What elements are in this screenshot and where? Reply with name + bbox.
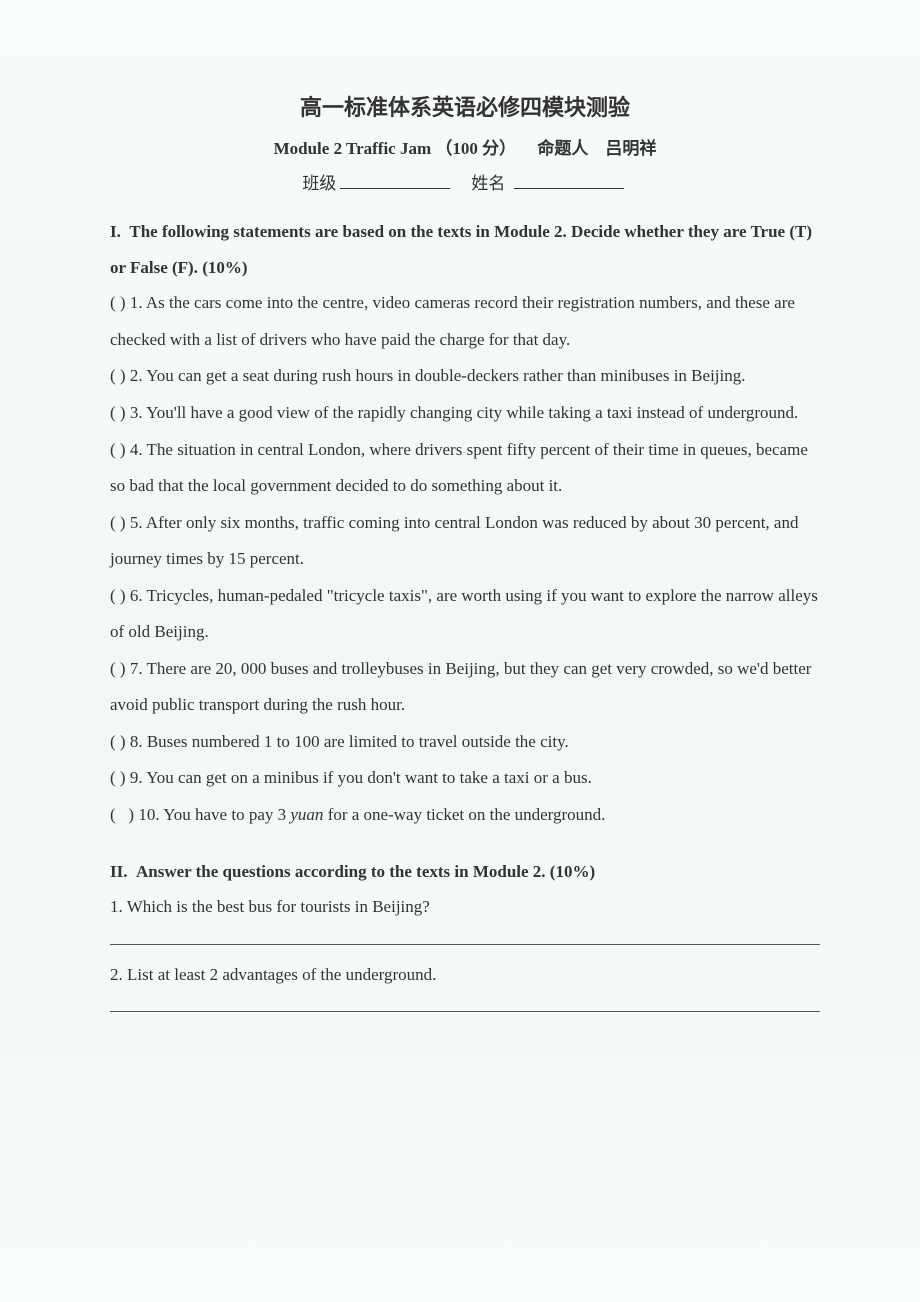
points-label: （100 分）: [435, 139, 516, 158]
tf-item-10[interactable]: ( ) 10. You have to pay 3 yuan for a one…: [110, 797, 820, 834]
tf-item-7[interactable]: ( ) 7. There are 20, 000 buses and troll…: [110, 651, 820, 724]
class-label: 班级: [302, 174, 336, 193]
tf-item-4[interactable]: ( ) 4. The situation in central London, …: [110, 432, 820, 505]
module-label-en: Module 2 Traffic Jam: [274, 139, 432, 158]
answer-line-1[interactable]: [110, 944, 820, 945]
section-1-title: The following statements are based on th…: [110, 222, 812, 277]
section-1-prefix: I.: [110, 222, 121, 241]
exam-title: 高一标准体系英语必修四模块测验: [110, 90, 820, 122]
section-spacer: [110, 834, 820, 854]
section-2-heading: II. Answer the questions according to th…: [110, 854, 820, 890]
name-label: 姓名: [471, 174, 505, 193]
student-info-line: 班级 姓名: [110, 169, 820, 194]
tf-item-6[interactable]: ( ) 6. Tricycles, human-pedaled "tricycl…: [110, 578, 820, 651]
tf-item-9[interactable]: ( ) 9. You can get on a minibus if you d…: [110, 760, 820, 797]
tf-item-1[interactable]: ( ) 1. As the cars come into the centre,…: [110, 285, 820, 358]
class-blank[interactable]: [340, 171, 450, 189]
author-name: 吕明祥: [605, 139, 656, 158]
tf-item-2[interactable]: ( ) 2. You can get a seat during rush ho…: [110, 358, 820, 395]
exam-subtitle: Module 2 Traffic Jam （100 分） 命题人 吕明祥: [110, 134, 820, 159]
tf-item-8[interactable]: ( ) 8. Buses numbered 1 to 100 are limit…: [110, 724, 820, 761]
section-2-prefix: II.: [110, 862, 127, 881]
exam-page: 高一标准体系英语必修四模块测验 Module 2 Traffic Jam （10…: [0, 0, 920, 1302]
author-label: 命题人: [537, 139, 588, 158]
answer-line-2[interactable]: [110, 1011, 820, 1012]
question-1: 1. Which is the best bus for tourists in…: [110, 889, 820, 926]
name-blank[interactable]: [514, 171, 624, 189]
section-2-title: Answer the questions according to the te…: [136, 862, 595, 881]
section-1-heading: I. The following statements are based on…: [110, 214, 820, 285]
tf-item-5[interactable]: ( ) 5. After only six months, traffic co…: [110, 505, 820, 578]
question-2: 2. List at least 2 advantages of the und…: [110, 957, 820, 994]
tf-item-3[interactable]: ( ) 3. You'll have a good view of the ra…: [110, 395, 820, 432]
